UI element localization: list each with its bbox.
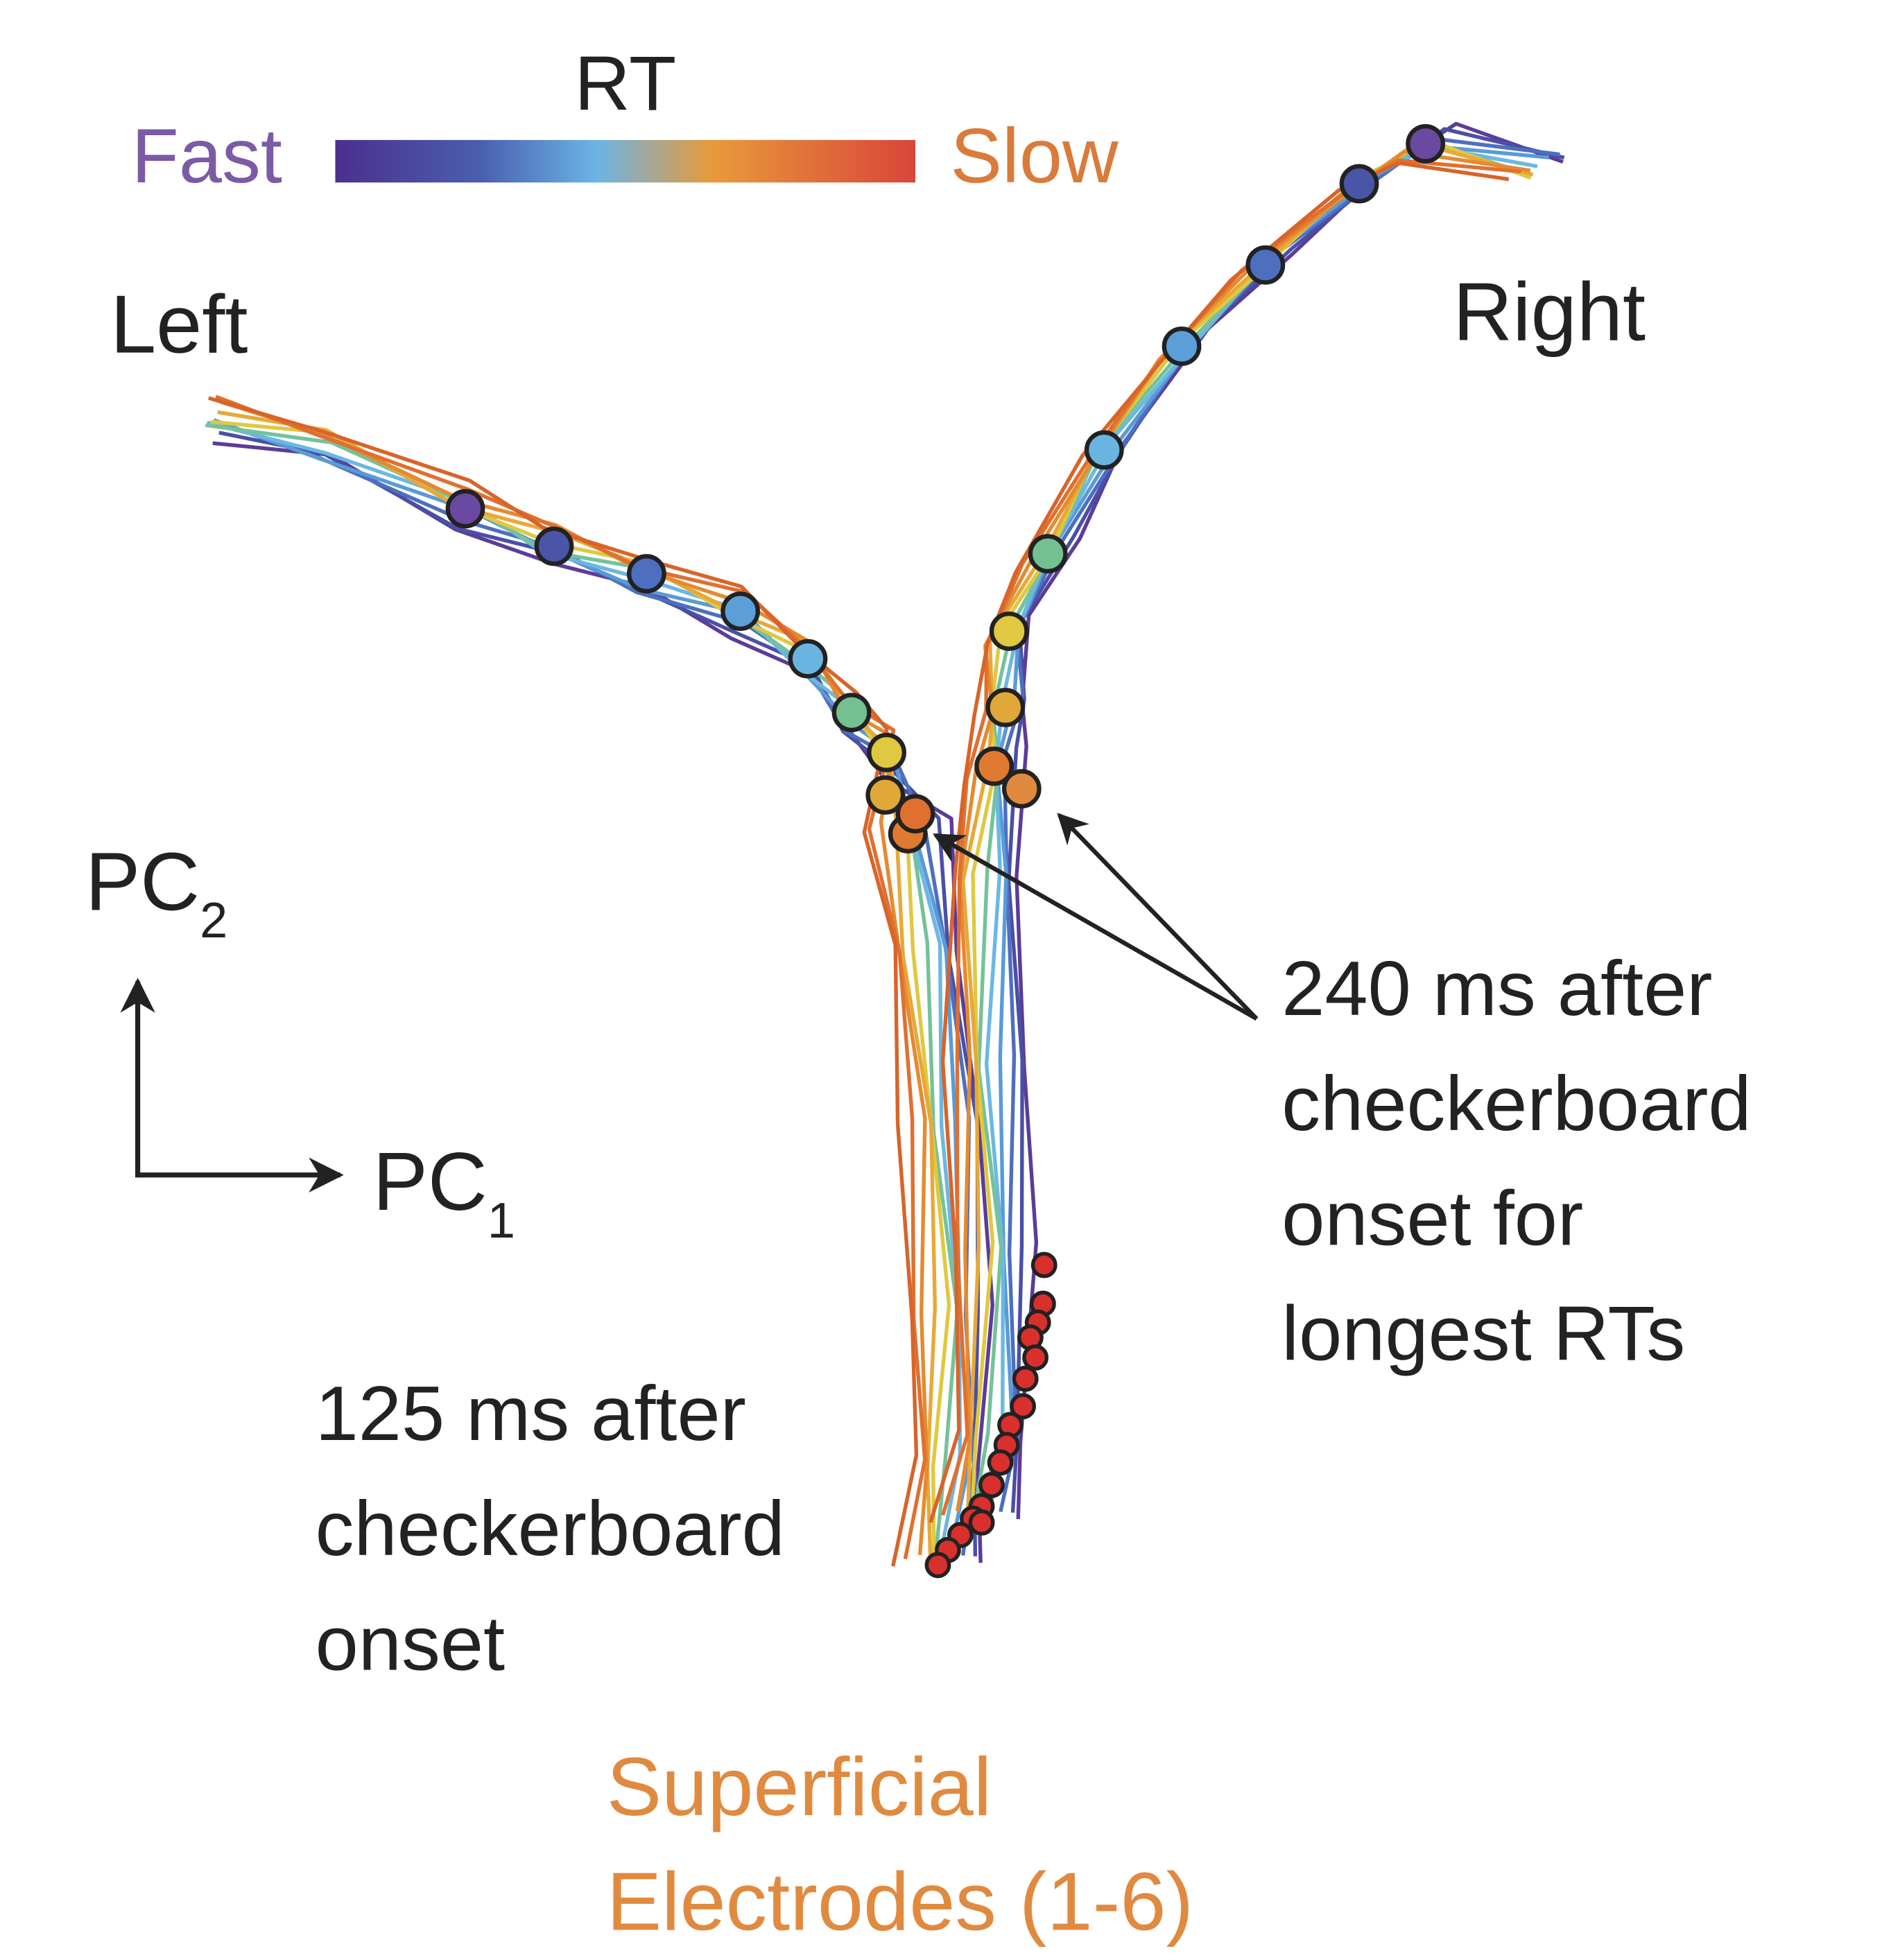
time-marker bbox=[1162, 327, 1202, 366]
onset-marker bbox=[968, 1509, 995, 1536]
time-marker bbox=[1406, 123, 1446, 164]
colorbar-low: Fast bbox=[132, 112, 282, 199]
annotation-arrow bbox=[933, 833, 1258, 1021]
colorbar-high: Slow bbox=[951, 112, 1119, 199]
pc1-label: PC1 bbox=[373, 1136, 515, 1249]
time-marker bbox=[788, 639, 828, 679]
text-line: 240 ms after bbox=[1281, 945, 1712, 1032]
onset-marker bbox=[1010, 1393, 1037, 1420]
time-marker bbox=[445, 489, 485, 529]
onset-marker bbox=[978, 1471, 1005, 1498]
time-marker bbox=[989, 612, 1029, 651]
time-marker bbox=[1028, 534, 1068, 574]
text-line: onset bbox=[316, 1600, 505, 1687]
time-marker bbox=[1001, 769, 1042, 809]
text-line: Electrodes (1-6) bbox=[607, 1856, 1193, 1948]
time-marker bbox=[627, 554, 666, 593]
text-line: longest RTs bbox=[1281, 1290, 1685, 1377]
onset-marker bbox=[1012, 1365, 1039, 1392]
pc1-base: PC bbox=[373, 1136, 487, 1228]
onset-marker bbox=[924, 1552, 951, 1579]
time-marker bbox=[1084, 430, 1124, 470]
pc2-label: PC2 bbox=[85, 836, 227, 949]
text-line: checkerboard bbox=[1281, 1060, 1751, 1147]
trajectory bbox=[929, 161, 1510, 1523]
time-marker bbox=[895, 794, 935, 834]
annotation-arrow bbox=[1057, 813, 1259, 1021]
text-line: Superficial bbox=[607, 1741, 992, 1833]
time-marker bbox=[1245, 245, 1286, 285]
time-marker bbox=[831, 693, 872, 733]
time-marker bbox=[867, 732, 906, 772]
pc2-sub: 2 bbox=[200, 893, 227, 948]
early-annotation: 125 ms after checkerboard onset bbox=[316, 1370, 785, 1687]
pc1-sub: 1 bbox=[487, 1193, 515, 1249]
late-annotation: 240 ms after checkerboard onset for longest… bbox=[1281, 945, 1751, 1377]
time-markers bbox=[445, 123, 1446, 1579]
onset-marker bbox=[1030, 1251, 1057, 1278]
time-marker bbox=[985, 688, 1026, 727]
text-line: checkerboard bbox=[316, 1485, 785, 1572]
trajectory bbox=[208, 396, 919, 1567]
colorbar bbox=[335, 139, 916, 183]
time-marker bbox=[974, 746, 1015, 786]
footer: Superficial Electrodes (1-6) bbox=[607, 1741, 1193, 1948]
colorbar-title: RT bbox=[574, 40, 676, 127]
pc2-base: PC bbox=[85, 836, 200, 928]
time-marker bbox=[865, 775, 906, 815]
text-line: 125 ms after bbox=[316, 1370, 746, 1457]
time-marker bbox=[534, 526, 574, 566]
right-label: Right bbox=[1453, 266, 1646, 358]
time-marker bbox=[720, 591, 761, 632]
onset-marker bbox=[1022, 1344, 1049, 1371]
time-marker bbox=[1339, 164, 1379, 204]
left-label: Left bbox=[110, 278, 248, 370]
text-line: onset for bbox=[1281, 1175, 1583, 1262]
onset-marker bbox=[987, 1449, 1014, 1476]
